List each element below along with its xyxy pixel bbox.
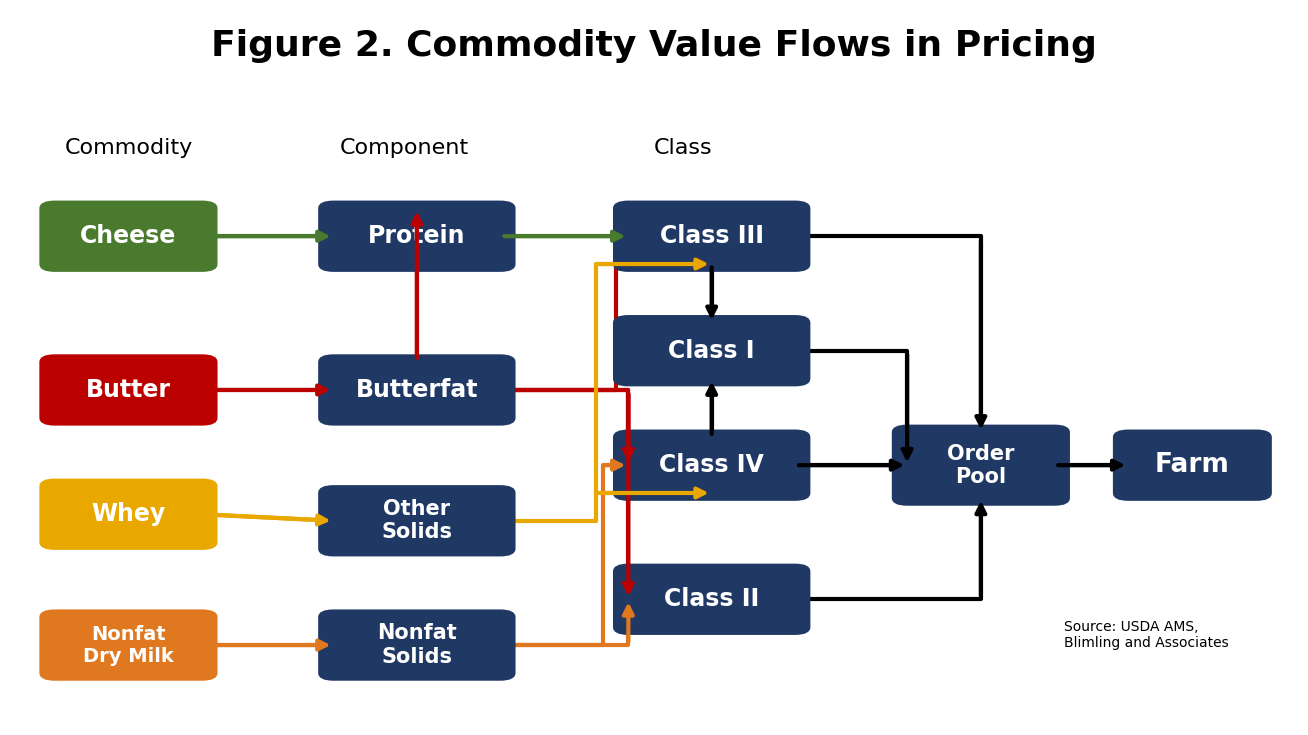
Text: Component: Component	[340, 138, 470, 158]
FancyBboxPatch shape	[39, 201, 217, 272]
Text: Figure 2. Commodity Value Flows in Pricing: Figure 2. Commodity Value Flows in Prici…	[211, 29, 1097, 63]
FancyBboxPatch shape	[613, 315, 811, 387]
Text: Nonfat
Dry Milk: Nonfat Dry Milk	[84, 625, 174, 666]
Text: Nonfat
Solids: Nonfat Solids	[377, 623, 456, 667]
FancyBboxPatch shape	[1113, 429, 1271, 501]
FancyBboxPatch shape	[39, 354, 217, 426]
FancyBboxPatch shape	[318, 354, 515, 426]
FancyBboxPatch shape	[892, 425, 1070, 506]
Text: Whey: Whey	[92, 502, 166, 526]
Text: Class II: Class II	[664, 587, 760, 612]
Text: Other
Solids: Other Solids	[382, 499, 453, 542]
FancyBboxPatch shape	[613, 201, 811, 272]
FancyBboxPatch shape	[613, 564, 811, 635]
Text: Farm: Farm	[1155, 452, 1230, 478]
Text: Cheese: Cheese	[80, 224, 177, 248]
Text: Source: USDA AMS,
Blimling and Associates: Source: USDA AMS, Blimling and Associate…	[1065, 620, 1230, 650]
Text: Class: Class	[654, 138, 713, 158]
FancyBboxPatch shape	[318, 485, 515, 556]
FancyBboxPatch shape	[318, 609, 515, 681]
Text: Class IV: Class IV	[659, 453, 764, 477]
Text: Class I: Class I	[668, 339, 755, 362]
Text: Order
Pool: Order Pool	[947, 444, 1015, 487]
FancyBboxPatch shape	[318, 201, 515, 272]
FancyBboxPatch shape	[39, 609, 217, 681]
Text: Class III: Class III	[659, 224, 764, 248]
FancyBboxPatch shape	[39, 478, 217, 550]
Text: Commodity: Commodity	[64, 138, 192, 158]
FancyBboxPatch shape	[613, 429, 811, 501]
Text: Butterfat: Butterfat	[356, 378, 479, 402]
Text: Butter: Butter	[86, 378, 171, 402]
Text: Protein: Protein	[368, 224, 466, 248]
